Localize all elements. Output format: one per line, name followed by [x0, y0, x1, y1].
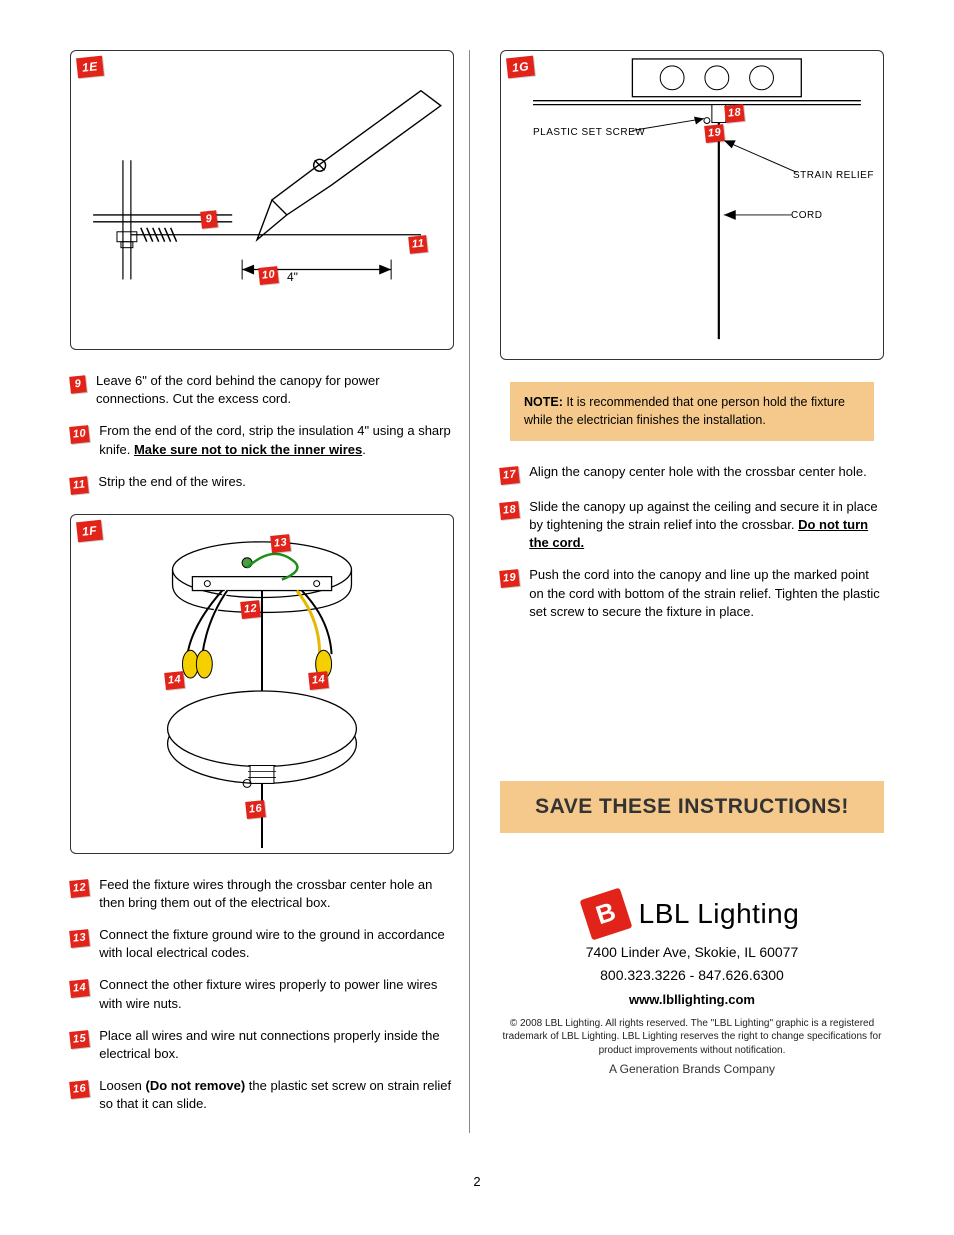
- logo-row: B LBL Lighting: [500, 893, 884, 935]
- figure-1f-label: 1F: [77, 521, 102, 541]
- callout-14b: 14: [309, 670, 328, 689]
- note-label: NOTE:: [524, 395, 563, 409]
- label-strain-relief: STRAIN RELIEF: [793, 169, 874, 183]
- figure-1e-diagram: [71, 51, 453, 349]
- footer-copyright: © 2008 LBL Lighting. All rights reserved…: [500, 1017, 884, 1058]
- steps-17-19: 17Align the canopy center hole with the …: [500, 463, 884, 621]
- step-19: 19Push the cord into the canopy and line…: [500, 566, 884, 621]
- callout-13: 13: [271, 533, 290, 552]
- logo-text: LBL Lighting: [639, 895, 800, 933]
- right-column: 1G: [500, 50, 884, 1133]
- note-text: It is recommended that one person hold t…: [524, 395, 845, 427]
- step-15: 15Place all wires and wire nut connectio…: [70, 1027, 454, 1063]
- fig-1f-badge: 1F: [76, 519, 103, 542]
- page-number: 2: [70, 1173, 884, 1191]
- step-13: 13Connect the fixture ground wire to the…: [70, 926, 454, 962]
- callout-14a: 14: [165, 670, 184, 689]
- footer-phone: 800.323.3226 - 847.626.6300: [500, 966, 884, 985]
- fig-1e-badge: 1E: [76, 56, 104, 79]
- dimension-4in: 4": [287, 269, 298, 285]
- step-9-text: Leave 6" of the cord behind the canopy f…: [96, 372, 454, 408]
- footer-company: A Generation Brands Company: [500, 1061, 884, 1077]
- figure-1f: 1F: [70, 514, 454, 854]
- step-14: 14Connect the other fixture wires proper…: [70, 976, 454, 1012]
- step-9-num: 9: [69, 375, 87, 393]
- step-9: 9 Leave 6" of the cord behind the canopy …: [70, 372, 454, 408]
- figure-1g: 1G: [500, 50, 884, 360]
- step-10-text: From the end of the cord, strip the insu…: [99, 422, 454, 458]
- callout-10: 10: [259, 265, 278, 284]
- step-16: 16Loosen (Do not remove) the plastic set…: [70, 1077, 454, 1113]
- label-cord: CORD: [791, 209, 822, 223]
- two-column-layout: 1E: [70, 50, 884, 1133]
- step-11-num: 11: [69, 476, 89, 495]
- step-10: 10 From the end of the cord, strip the in…: [70, 422, 454, 458]
- step-10-num: 10: [69, 425, 90, 444]
- callout-11: 11: [409, 234, 427, 253]
- footer-url: www.lbllighting.com: [500, 991, 884, 1009]
- step-18: 18Slide the canopy up against the ceilin…: [500, 498, 884, 553]
- figure-1e: 1E: [70, 50, 454, 350]
- figure-1g-diagram: [501, 51, 883, 359]
- callout-16: 16: [246, 799, 265, 818]
- step-17: 17Align the canopy center hole with the …: [500, 463, 884, 484]
- save-instructions-banner: SAVE THESE INSTRUCTIONS!: [500, 781, 884, 833]
- figure-1e-label: 1E: [77, 57, 103, 77]
- callout-12: 12: [241, 599, 260, 618]
- footer-address: 7400 Linder Ave, Skokie, IL 60077: [500, 943, 884, 962]
- label-plastic-set-screw: PLASTIC SET SCREW: [533, 126, 645, 140]
- fig-1g-badge: 1G: [506, 56, 535, 79]
- step-11: 11 Strip the end of the wires.: [70, 473, 454, 494]
- callout-9: 9: [201, 209, 217, 228]
- callout-18: 18: [725, 103, 744, 122]
- left-column: 1E: [70, 50, 470, 1133]
- logo-icon: B: [579, 888, 632, 941]
- step-11-text: Strip the end of the wires.: [98, 473, 454, 491]
- figure-1g-label: 1G: [507, 57, 534, 77]
- callout-19: 19: [705, 123, 724, 142]
- steps-12-16: 12Feed the fixture wires through the cro…: [70, 876, 454, 1114]
- step-12: 12Feed the fixture wires through the cro…: [70, 876, 454, 912]
- footer: B LBL Lighting 7400 Linder Ave, Skokie, …: [500, 893, 884, 1077]
- steps-9-11: 9 Leave 6" of the cord behind the canopy …: [70, 372, 454, 494]
- note-box: NOTE: It is recommended that one person …: [510, 382, 874, 441]
